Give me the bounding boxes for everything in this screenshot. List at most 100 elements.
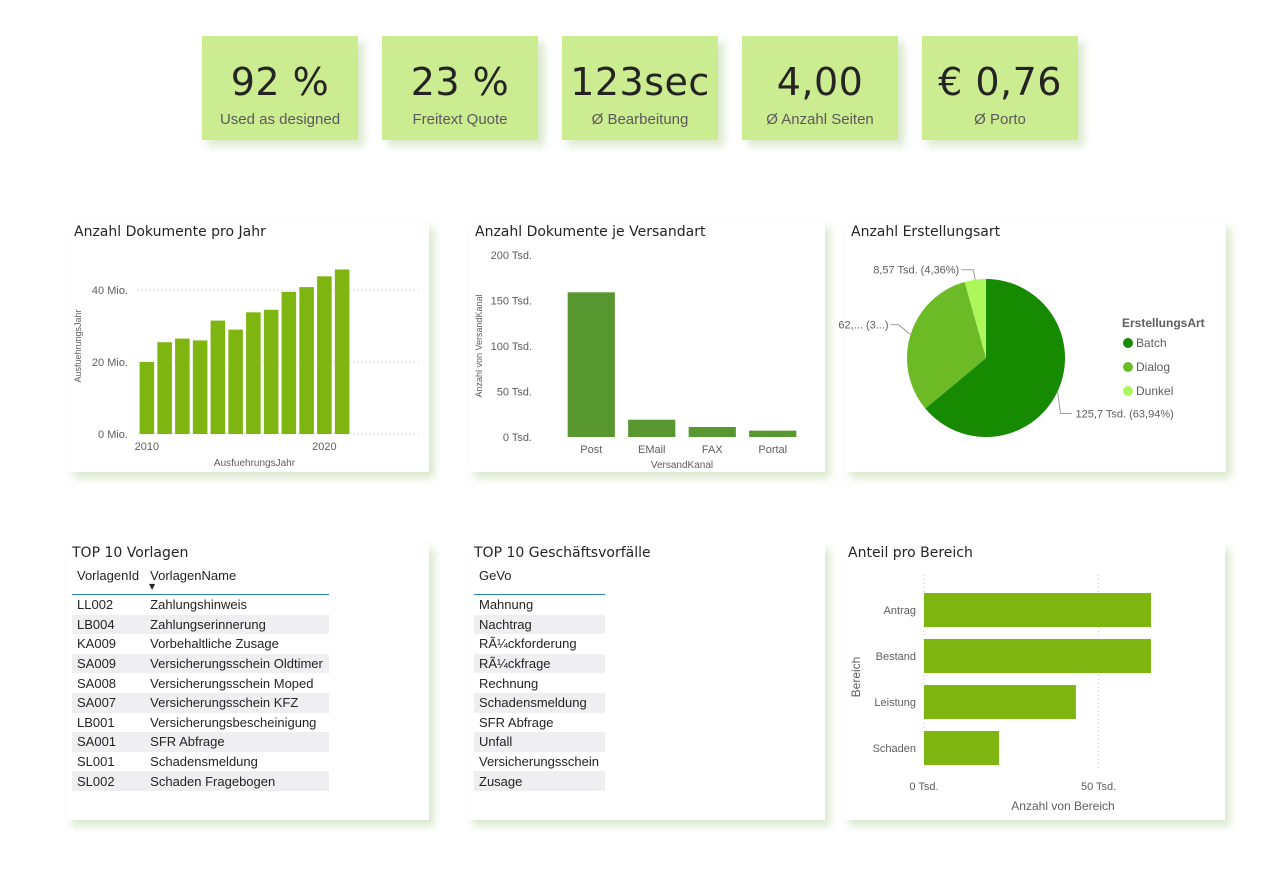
cell-vorlagenid: SA007 — [72, 692, 146, 713]
chart-anteil-pro-bereich: 0 Tsd. 50 Tsd. Antrag Bestand Leistung Schade… — [849, 575, 1151, 813]
table-row[interactable]: Nachtrag — [474, 614, 605, 635]
kpi-card-freitext-quote[interactable]: 23 % Freitext Quote — [382, 36, 538, 140]
gevo-table: GeVo Mahnung Nachtrag RÃ¼ckforderung RÃ¼ckf… — [474, 567, 605, 791]
x-tick-label: Portal — [758, 444, 787, 456]
x-tick-label: 50 Tsd. — [1081, 781, 1116, 793]
cell-gevo: RÃ¼ckforderung — [479, 636, 577, 652]
table-row[interactable]: SFR Abfrage — [474, 713, 605, 733]
pie-slice-dialog — [907, 281, 986, 409]
x-tick-label: Post — [580, 444, 602, 456]
cell-gevo: RÃ¼ckfrage — [474, 653, 605, 674]
bar-leistung — [924, 684, 1076, 720]
kpi-label: Used as designed — [219, 111, 341, 128]
bar-schaden — [924, 730, 1000, 766]
chart-title: Anzahl Erstellungsart — [851, 224, 1001, 240]
bar-bestand — [924, 638, 1151, 674]
y-tick-label: Schaden — [873, 743, 916, 755]
kpi-value: € 0,76 — [938, 60, 1062, 104]
cell-vorlagenid: KA009 — [77, 636, 117, 652]
column-header-gevo[interactable]: GeVo — [474, 567, 605, 595]
kpi-card-bearbeitung[interactable]: 123sec Ø Bearbeitung — [562, 36, 718, 140]
chart-panel-erstellungsart[interactable]: Anzahl Erstellungsart 125,7 Tsd. (63,94%… — [838, 222, 1226, 472]
cell-gevo: SFR Abfrage — [479, 714, 554, 730]
table-row[interactable]: SA007 Versicherungsschein KFZ — [72, 692, 329, 713]
bar-fax — [688, 426, 736, 437]
cell-vorlagenid: SL001 — [77, 754, 115, 770]
y-tick-label: Antrag — [884, 605, 916, 617]
bar-post — [567, 292, 615, 437]
legend-marker-dialog — [1123, 362, 1133, 372]
chart-panel-dokumente-pro-jahr[interactable]: Anzahl Dokumente pro Jahr 0 Mio. 20 Mio. 4… — [68, 222, 429, 472]
table-row[interactable]: Versicherungsschein — [474, 752, 605, 772]
cell-vorlagenname: SFR Abfrage — [145, 732, 329, 752]
data-label-dunkel: 8,57 Tsd. (4,36%) — [873, 265, 959, 277]
table-row[interactable]: SL001 Schadensmeldung — [72, 752, 329, 772]
bar-2021 — [334, 269, 350, 434]
table-row[interactable]: Rechnung — [474, 673, 605, 693]
table-row[interactable]: RÃ¼ckfrage — [474, 653, 605, 674]
cell-gevo: Rechnung — [479, 675, 539, 691]
table-row[interactable]: Mahnung — [474, 595, 605, 615]
x-tick-label: EMail — [638, 444, 666, 456]
x-tick-label: 2010 — [135, 441, 159, 453]
data-label-dialog: 62,... (3...) — [838, 320, 888, 332]
data-label-leader — [1057, 391, 1072, 415]
table-row[interactable]: Unfall — [474, 732, 605, 752]
bar-antrag — [924, 592, 1151, 628]
cell-vorlagenid: SA009 — [72, 653, 146, 674]
kpi-card-anzahl-seiten[interactable]: 4,00 Ø Anzahl Seiten — [742, 36, 898, 140]
y-tick-label: 200 Tsd. — [491, 250, 532, 262]
bar-email — [628, 419, 676, 437]
sort-descending-icon[interactable]: ▼ — [149, 582, 156, 591]
chart-panel-anteil-pro-bereich[interactable]: Anteil pro Bereich 0 Tsd. 50 Tsd. Antrag Be… — [844, 543, 1225, 820]
table-row[interactable]: SA008 Versicherungsschein Moped — [72, 673, 329, 693]
x-axis-label: VersandKanal — [651, 460, 713, 471]
bar-2010 — [139, 362, 155, 434]
table-panel-vorlagen[interactable]: TOP 10 Vorlagen VorlagenId VorlagenName … — [67, 543, 429, 820]
table-row[interactable]: SA009 Versicherungsschein Oldtimer — [72, 653, 329, 674]
y-tick-label: 0 Tsd. — [503, 432, 532, 444]
table-row[interactable]: SL002 Schaden Fragebogen — [72, 771, 329, 791]
cell-gevo: Zusage — [474, 771, 605, 791]
bar-2012 — [175, 338, 190, 434]
data-label-batch: 125,7 Tsd. (63,94%) — [1076, 409, 1174, 421]
legend-entry-dunkel: Dunkel — [1136, 384, 1173, 398]
column-header-vorlagenname[interactable]: VorlagenName — [145, 567, 329, 595]
table-row[interactable]: KA009 Vorbehaltliche Zusage — [72, 634, 329, 654]
table-row[interactable]: Zusage — [474, 771, 605, 791]
x-tick-label: FAX — [702, 444, 723, 456]
table-row[interactable]: SA001 SFR Abfrage — [72, 732, 329, 752]
kpi-label: Ø Anzahl Seiten — [766, 111, 874, 128]
cell-vorlagenid: SL002 — [72, 771, 146, 791]
pie-slice-batch — [925, 279, 1065, 437]
y-tick-label: Bestand — [876, 651, 916, 663]
cell-vorlagenid: SA008 — [77, 675, 117, 691]
table-row[interactable]: LB004 Zahlungserinnerung — [72, 614, 329, 635]
cell-gevo: Schadensmeldung — [474, 692, 605, 713]
kpi-value: 92 % — [230, 60, 330, 104]
kpi-card-used-as-designed[interactable]: 92 % Used as designed — [202, 36, 358, 140]
cell-vorlagenname: Vorbehaltliche Zusage — [150, 636, 279, 652]
table-panel-gevo[interactable]: TOP 10 Geschäftsvorfälle GeVo Mahnung Nac… — [468, 543, 825, 820]
chart-panel-versandart[interactable]: Anzahl Dokumente je Versandart 0 Tsd. 50 … — [469, 222, 825, 472]
kpi-value: 23 % — [410, 60, 510, 104]
bar-2017 — [263, 309, 279, 434]
table-row[interactable]: LB001 Versicherungsbescheinigung — [72, 713, 329, 733]
kpi-card-porto[interactable]: € 0,76 Ø Porto — [922, 36, 1078, 140]
y-tick-label: 0 Mio. — [98, 429, 128, 441]
cell-vorlagenname: Versicherungsschein Moped — [150, 675, 314, 691]
data-label-leader — [890, 324, 911, 335]
bar-portal — [749, 430, 797, 437]
table-row[interactable]: LL002 Zahlungshinweis — [72, 595, 329, 615]
y-tick-label: Leistung — [874, 697, 916, 709]
kpi-label: Freitext Quote — [412, 111, 508, 128]
cell-gevo: Nachtrag — [474, 614, 605, 635]
column-header-vorlagenid[interactable]: VorlagenId — [72, 567, 146, 595]
chart-erstellungsart: 125,7 Tsd. (63,94%) 62,... (3...) 8,57 Tsd… — [838, 265, 1205, 437]
legend-title: ErstellungsArt — [1122, 316, 1205, 330]
bar-2014 — [210, 320, 226, 434]
kpi-label: Ø Porto — [974, 111, 1026, 128]
kpi-value: 123sec — [570, 60, 710, 104]
table-row[interactable]: RÃ¼ckforderung — [474, 634, 605, 654]
table-row[interactable]: Schadensmeldung — [474, 692, 605, 713]
